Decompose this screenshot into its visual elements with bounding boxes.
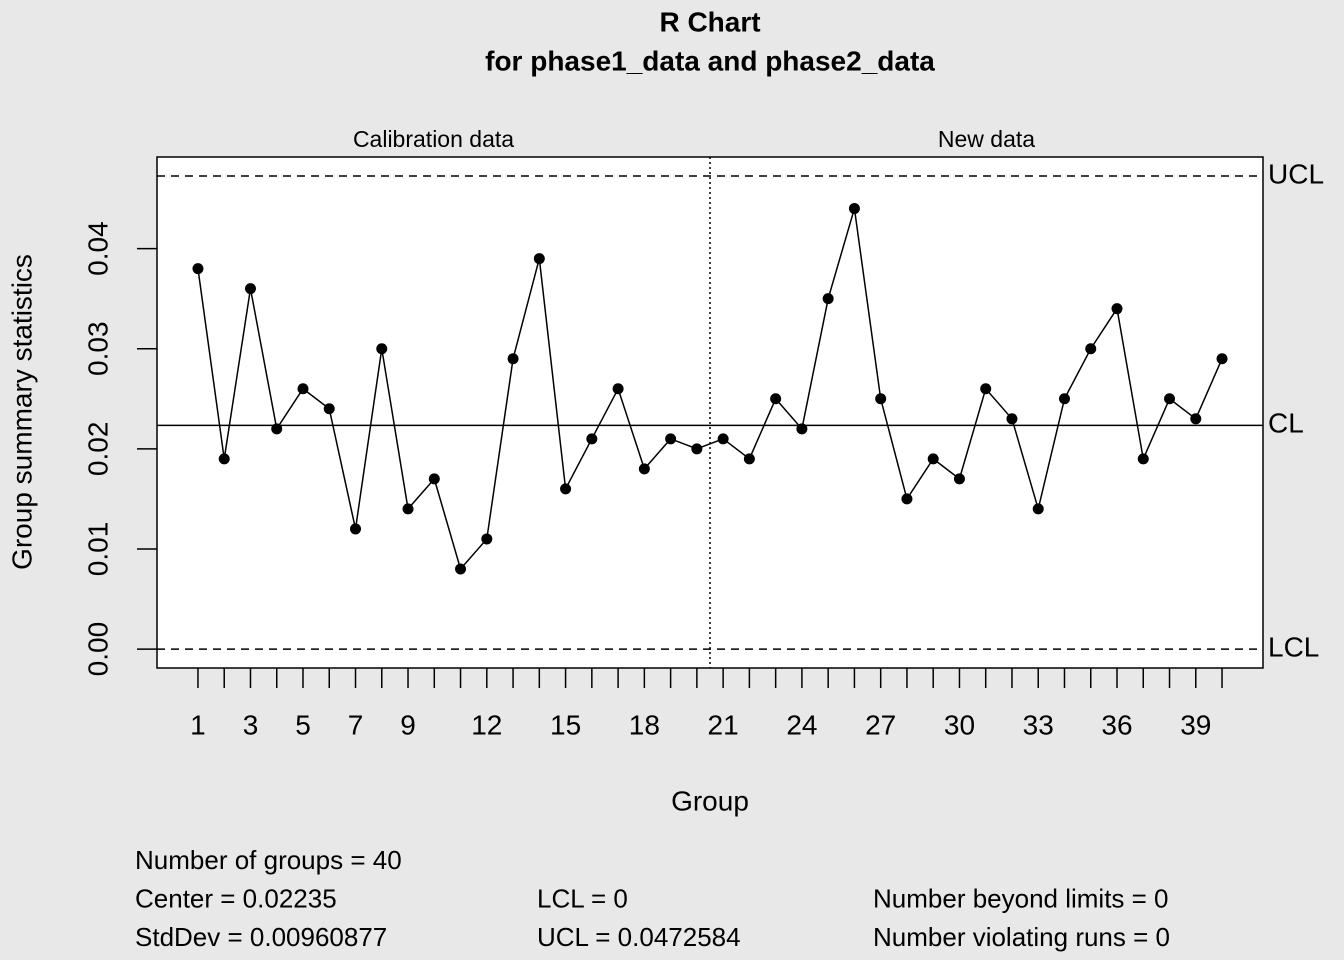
y-axis-label: Group summary statistics [6, 254, 37, 570]
x-tick-label: 1 [190, 709, 206, 740]
x-axis-label: Group [671, 785, 749, 816]
data-point [1164, 393, 1176, 405]
data-point [376, 343, 388, 355]
data-point [927, 453, 939, 465]
data-point [875, 393, 887, 405]
x-tick-label: 12 [471, 709, 502, 740]
data-point [271, 423, 283, 435]
stat-text: Number beyond limits = 0 [873, 883, 1169, 913]
data-point [560, 483, 572, 495]
x-tick-label: 3 [243, 709, 259, 740]
x-tick-label: 21 [708, 709, 739, 740]
x-tick-label: 18 [629, 709, 660, 740]
y-tick-label: 0.03 [82, 321, 113, 376]
phase-label: New data [938, 126, 1035, 152]
x-tick-label: 30 [944, 709, 975, 740]
data-point [638, 463, 650, 475]
data-point [848, 203, 860, 215]
x-tick-label: 39 [1180, 709, 1211, 740]
data-point [743, 453, 755, 465]
data-point [980, 383, 992, 395]
data-point [1111, 303, 1123, 315]
data-point [822, 293, 834, 305]
stat-text: UCL = 0.0472584 [537, 922, 741, 952]
data-point [691, 443, 703, 455]
x-tick-label: 9 [400, 709, 416, 740]
stat-text: Number violating runs = 0 [873, 922, 1170, 952]
limit-label: UCL [1268, 158, 1324, 189]
data-point [218, 453, 230, 465]
stat-text: StdDev = 0.00960877 [135, 922, 387, 952]
data-point [533, 253, 545, 265]
data-point [770, 393, 782, 405]
x-tick-label: 24 [786, 709, 817, 740]
x-tick-label: 15 [550, 709, 581, 740]
data-point [796, 423, 808, 435]
x-tick-label: 33 [1023, 709, 1054, 740]
y-tick-label: 0.00 [82, 622, 113, 677]
data-point [1085, 343, 1097, 355]
data-point [507, 353, 519, 365]
limit-label: LCL [1268, 631, 1319, 662]
stat-text: Center = 0.02235 [135, 883, 337, 913]
y-tick-label: 0.02 [82, 422, 113, 477]
data-point [297, 383, 309, 395]
limit-label: CL [1268, 408, 1304, 439]
data-point [1058, 393, 1070, 405]
data-point [717, 433, 729, 445]
data-point [586, 433, 598, 445]
data-point [1190, 413, 1202, 425]
chart-subtitle: for phase1_data and phase2_data [485, 45, 935, 76]
data-point [481, 533, 493, 545]
data-point [350, 523, 362, 535]
data-point [953, 473, 965, 485]
data-point [244, 283, 256, 295]
data-point [901, 493, 913, 505]
x-tick-label: 7 [348, 709, 364, 740]
data-line [197, 208, 1223, 571]
data-point [323, 403, 335, 415]
data-point [1032, 503, 1044, 515]
chart-title: R Chart [659, 6, 760, 37]
x-tick-label: 27 [865, 709, 896, 740]
y-tick-label: 0.01 [82, 522, 113, 577]
data-point [612, 383, 624, 395]
phase-label: Calibration data [353, 126, 514, 152]
data-point [1216, 353, 1228, 365]
x-tick-label: 36 [1101, 709, 1132, 740]
data-point [192, 263, 204, 275]
data-point [455, 563, 467, 575]
x-tick-label: 5 [295, 709, 311, 740]
data-point [402, 503, 414, 515]
data-point [1137, 453, 1149, 465]
data-point [428, 473, 440, 485]
stat-text: LCL = 0 [537, 883, 628, 913]
stat-text: Number of groups = 40 [135, 845, 402, 875]
y-tick-label: 0.04 [82, 221, 113, 275]
data-point [665, 433, 677, 445]
data-point [1006, 413, 1018, 425]
